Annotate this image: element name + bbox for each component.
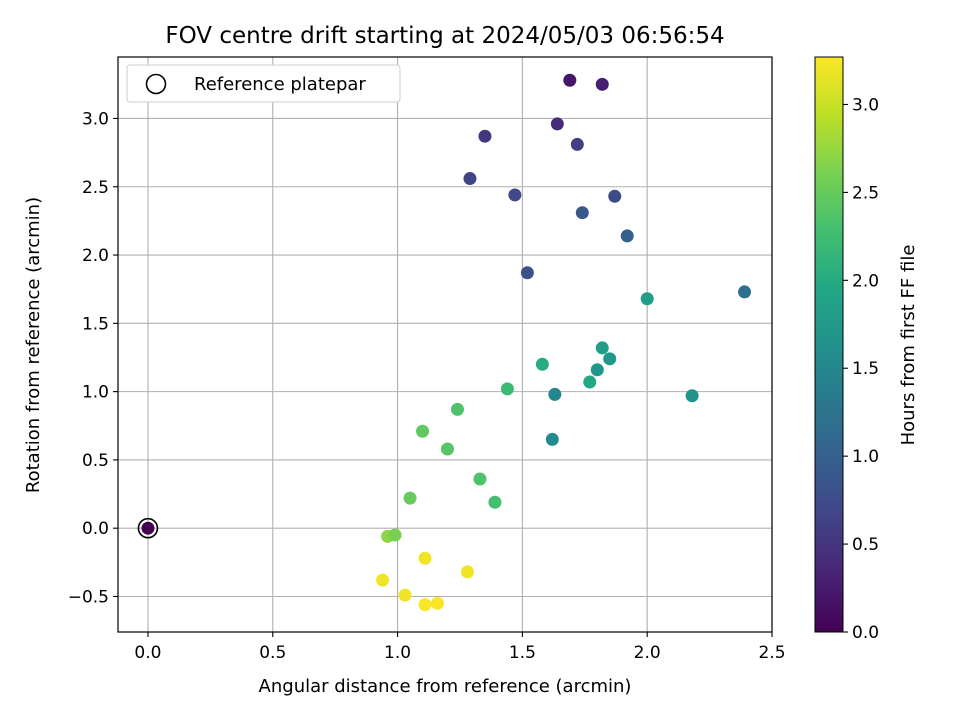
data-point <box>570 137 584 151</box>
colorbar-tick-label: 0.5 <box>852 535 879 555</box>
x-tick-label: 2.5 <box>758 643 785 663</box>
y-tick-label: −0.5 <box>68 587 109 607</box>
colorbar-tick-label: 1.5 <box>852 359 879 379</box>
x-tick-label: 1.0 <box>384 643 411 663</box>
data-point <box>388 528 402 542</box>
grid <box>118 57 773 632</box>
data-point <box>418 598 432 612</box>
reference-point <box>141 521 155 535</box>
data-points <box>137 73 752 612</box>
x-tick-label: 2.0 <box>634 643 661 663</box>
data-point <box>460 565 474 579</box>
colorbar-label: Hours from first FF file <box>898 245 919 446</box>
y-tick-label: 1.0 <box>82 383 109 403</box>
data-point <box>550 117 564 131</box>
y-tick-label: 0.0 <box>82 519 109 539</box>
colorbar-tick-label: 3.0 <box>852 95 879 115</box>
data-point <box>608 189 622 203</box>
colorbar-tick-label: 2.0 <box>852 271 879 291</box>
data-point <box>418 551 432 565</box>
data-point <box>431 596 445 610</box>
legend-box <box>126 64 401 103</box>
data-point <box>440 442 454 456</box>
data-point <box>738 285 752 299</box>
data-point <box>590 363 604 377</box>
y-axis-label: Rotation from reference (arcmin) <box>23 197 44 493</box>
data-point <box>620 229 634 243</box>
colorbar-tick-label: 1.0 <box>852 447 879 467</box>
data-point <box>563 73 577 87</box>
data-point <box>473 472 487 486</box>
x-axis-ticks: 0.0 0.5 1.0 1.5 2.0 2.5 <box>134 632 786 663</box>
data-point <box>603 352 617 366</box>
y-tick-label: 0.5 <box>82 451 109 471</box>
y-tick-label: 1.5 <box>82 314 109 334</box>
data-point <box>535 357 549 371</box>
legend-label: Reference platepar <box>194 74 366 95</box>
colorbar-ticks: 0.0 0.5 1.0 1.5 2.0 2.5 3.0 <box>843 95 879 643</box>
data-point <box>403 491 417 505</box>
data-point <box>376 573 390 587</box>
data-point <box>640 292 654 306</box>
data-point <box>548 387 562 401</box>
data-point <box>685 389 699 403</box>
data-point <box>416 424 430 438</box>
data-point <box>398 588 412 602</box>
x-tick-label: 0.0 <box>134 643 161 663</box>
data-point <box>520 266 534 280</box>
legend-marker-icon <box>145 73 167 95</box>
data-point <box>575 206 589 220</box>
legend: Reference platepar <box>126 64 401 103</box>
data-point <box>463 172 477 186</box>
x-axis-label: Angular distance from reference (arcmin) <box>259 676 632 697</box>
colorbar-tick-label: 0.0 <box>852 623 879 643</box>
chart-title: FOV centre drift starting at 2024/05/03 … <box>165 23 724 49</box>
y-axis-ticks: −0.5 0.0 0.5 1.0 1.5 2.0 2.5 3.0 <box>68 109 118 607</box>
data-point <box>488 495 502 509</box>
data-point <box>583 375 597 389</box>
data-point <box>450 402 464 416</box>
data-point <box>508 188 522 202</box>
colorbar <box>814 56 844 633</box>
plot-frame <box>117 56 773 633</box>
colorbar-tick-label: 2.5 <box>852 183 879 203</box>
data-point <box>500 382 514 396</box>
data-point <box>595 341 609 355</box>
data-point <box>595 77 609 91</box>
data-point <box>545 432 559 446</box>
data-point <box>478 129 492 143</box>
reference-marker <box>137 517 159 539</box>
y-tick-label: 2.0 <box>82 246 109 266</box>
x-tick-label: 1.5 <box>509 643 536 663</box>
x-tick-label: 0.5 <box>259 643 286 663</box>
y-tick-label: 2.5 <box>82 178 109 198</box>
y-tick-label: 3.0 <box>82 109 109 129</box>
